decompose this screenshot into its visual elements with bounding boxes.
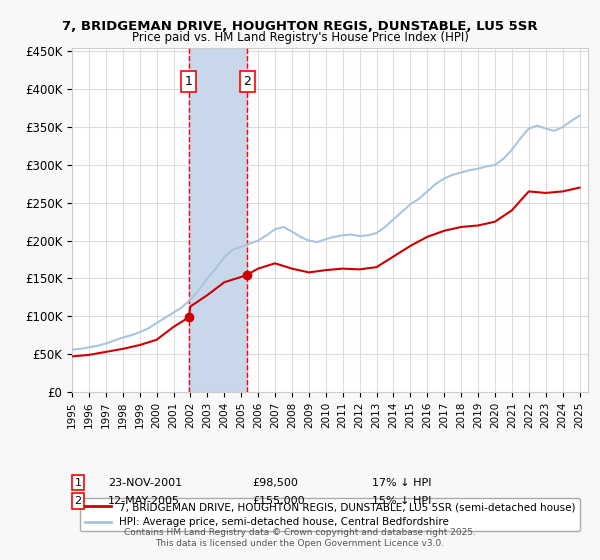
Text: Price paid vs. HM Land Registry's House Price Index (HPI): Price paid vs. HM Land Registry's House …	[131, 31, 469, 44]
Text: 17% ↓ HPI: 17% ↓ HPI	[372, 478, 431, 488]
Text: £98,500: £98,500	[252, 478, 298, 488]
Legend: 7, BRIDGEMAN DRIVE, HOUGHTON REGIS, DUNSTABLE, LU5 5SR (semi-detached house), HP: 7, BRIDGEMAN DRIVE, HOUGHTON REGIS, DUNS…	[80, 498, 580, 531]
Text: Contains HM Land Registry data © Crown copyright and database right 2025.
This d: Contains HM Land Registry data © Crown c…	[124, 528, 476, 548]
Text: 2: 2	[244, 75, 251, 88]
Text: 2: 2	[74, 496, 82, 506]
Text: 7, BRIDGEMAN DRIVE, HOUGHTON REGIS, DUNSTABLE, LU5 5SR: 7, BRIDGEMAN DRIVE, HOUGHTON REGIS, DUNS…	[62, 20, 538, 32]
Text: 1: 1	[74, 478, 82, 488]
Text: 23-NOV-2001: 23-NOV-2001	[108, 478, 182, 488]
Text: 12-MAY-2005: 12-MAY-2005	[108, 496, 180, 506]
Text: 1: 1	[185, 75, 193, 88]
Text: £155,000: £155,000	[252, 496, 305, 506]
Text: 15% ↓ HPI: 15% ↓ HPI	[372, 496, 431, 506]
Bar	[188, 48, 247, 392]
